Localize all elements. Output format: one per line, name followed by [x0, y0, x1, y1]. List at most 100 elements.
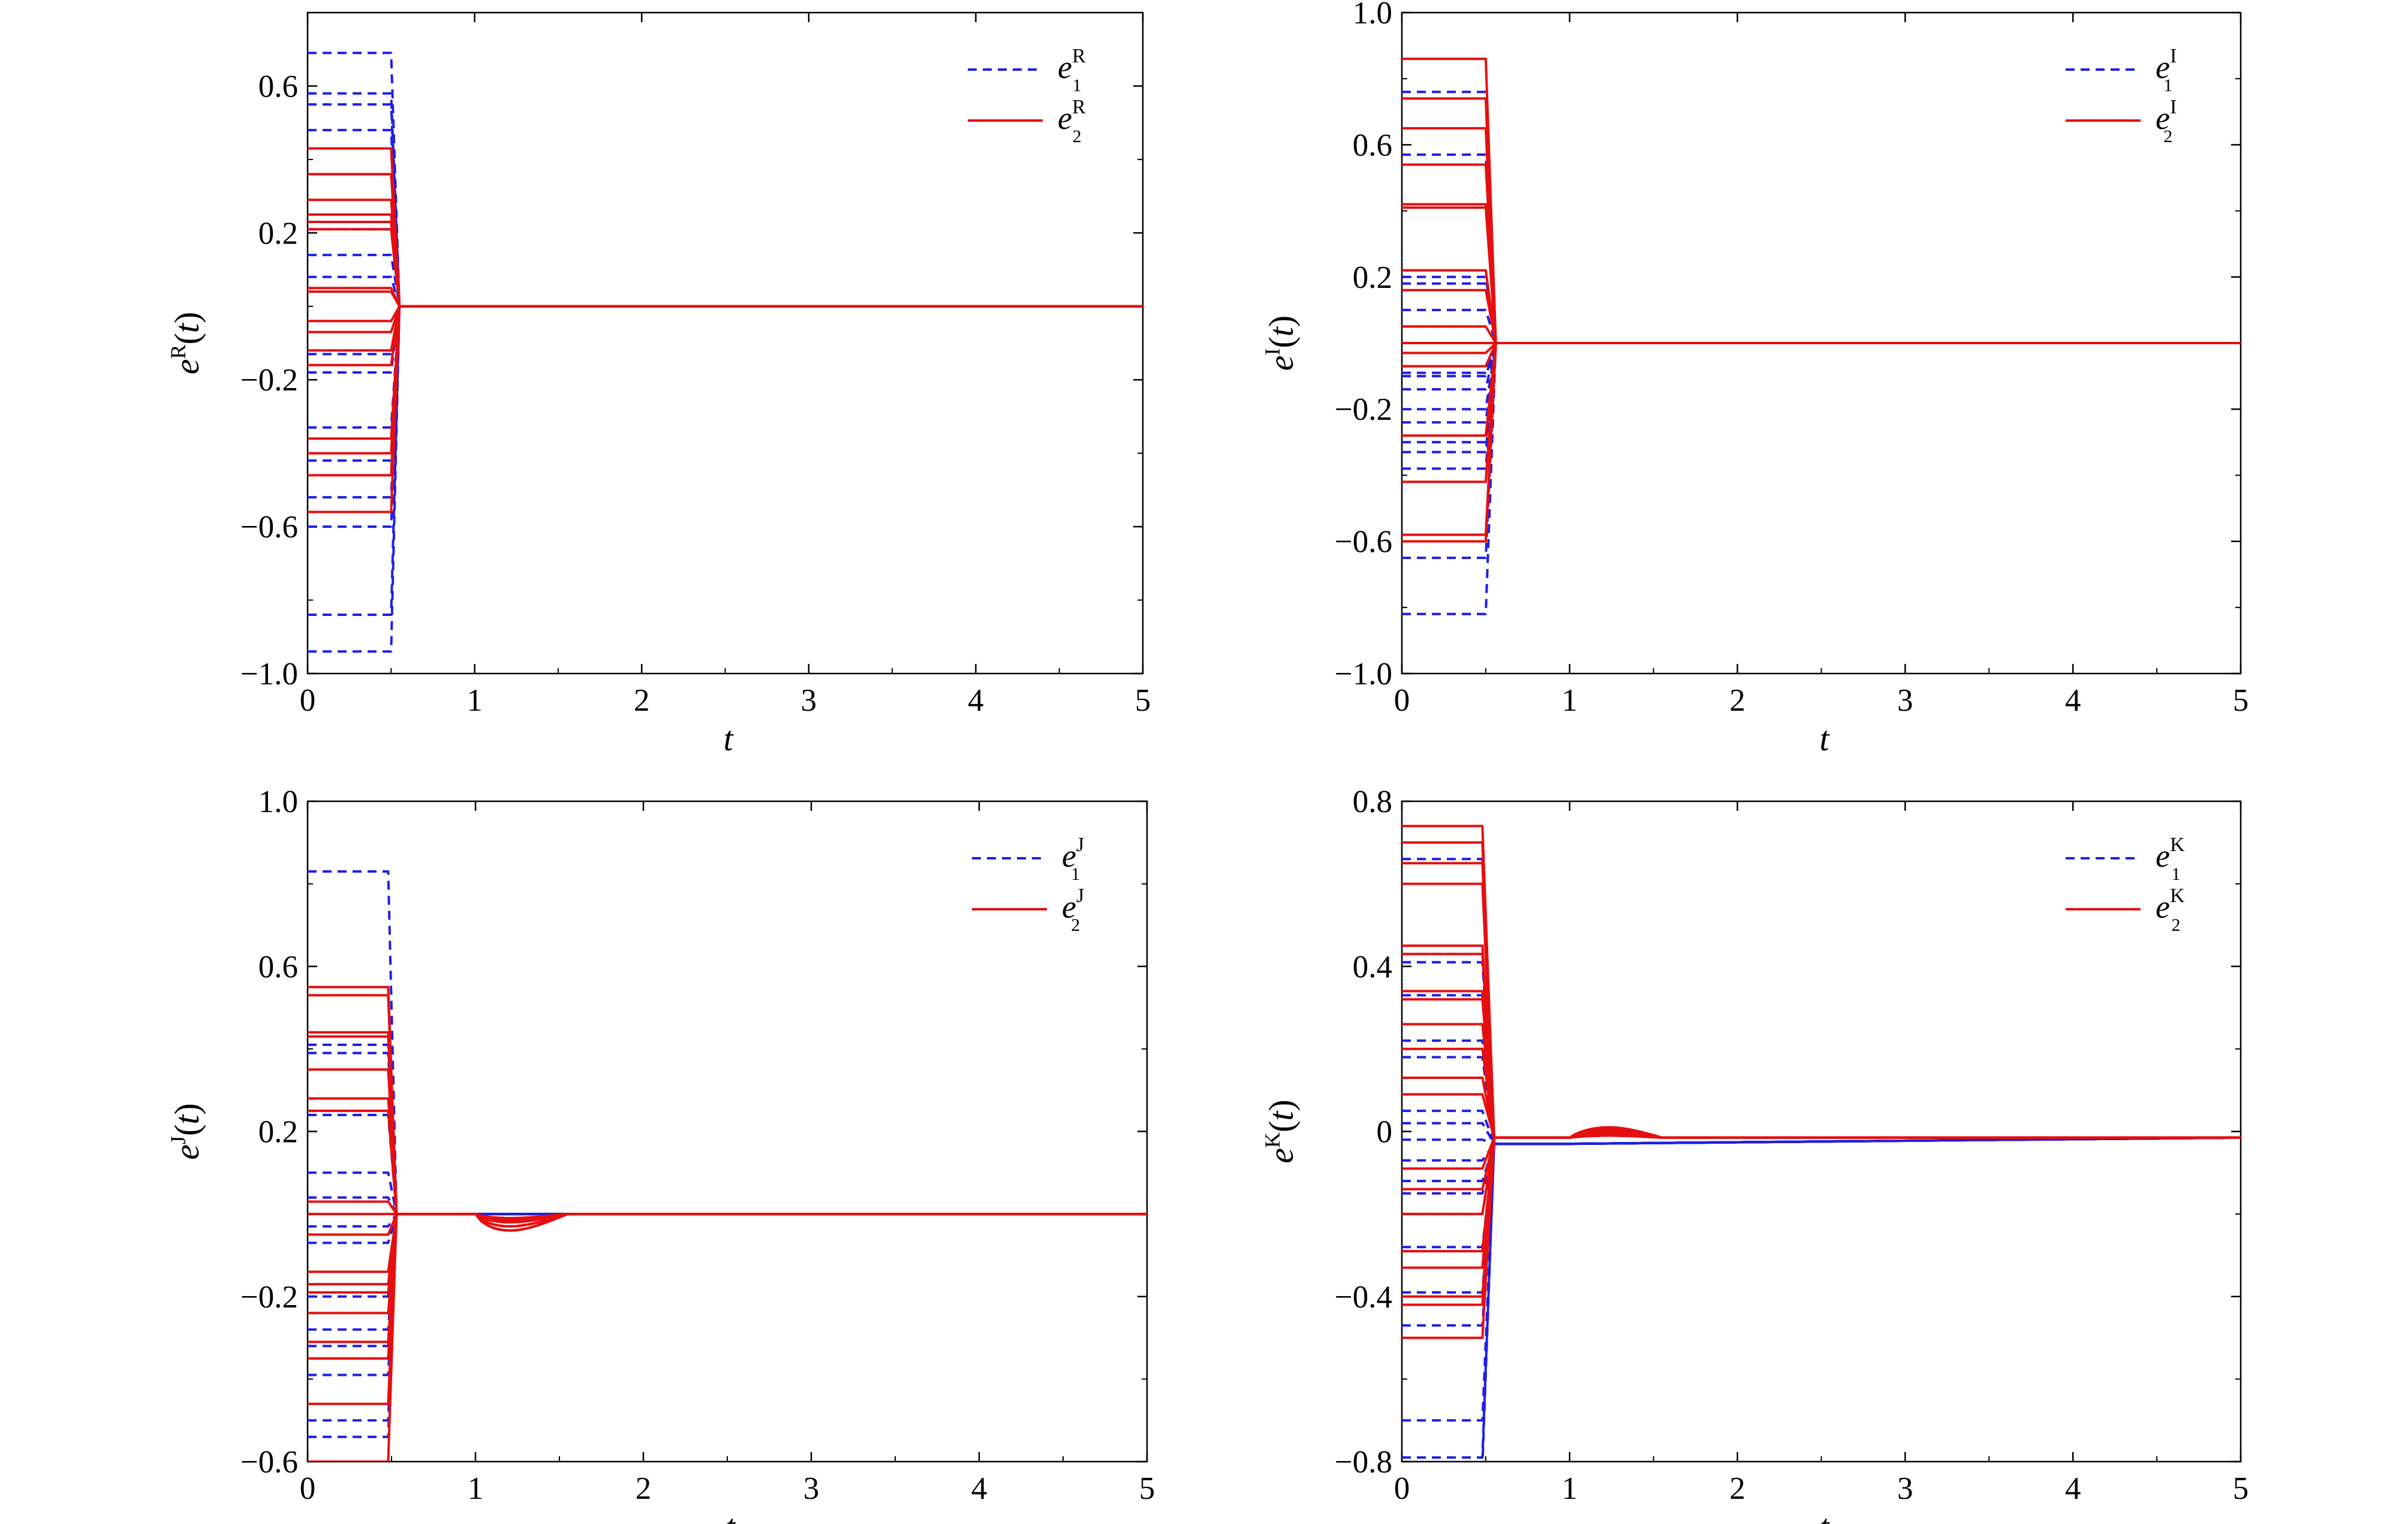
series-line-e2R — [308, 147, 1143, 308]
series-line-e1I — [1402, 325, 2241, 344]
x-tick-label: 5 — [2233, 683, 2249, 718]
series-line-e1J — [308, 1044, 1147, 1216]
series-line-e2J — [308, 1200, 1147, 1224]
series-line-e2R — [308, 213, 1143, 308]
x-tick-label: 1 — [1562, 683, 1578, 718]
series-line-e1I — [1402, 282, 2241, 344]
series-group — [1402, 825, 2241, 1462]
legend-label: eK 1 — [2156, 834, 2185, 884]
x-tick-label: 1 — [468, 1471, 484, 1506]
series-line-e2I — [1402, 206, 2241, 344]
series-line-e1J — [308, 1051, 1147, 1216]
series-line-e2J — [308, 1213, 1147, 1315]
legend-label: eI 1 — [2156, 45, 2177, 95]
series-group — [308, 52, 1143, 653]
series-line-e2R — [308, 305, 1143, 333]
x-tick-label: 4 — [971, 1471, 988, 1506]
series-group — [1402, 58, 2241, 615]
series-line-e2K — [1402, 1126, 2241, 1253]
series-line-e2R — [308, 305, 1143, 323]
series-line-e1K — [1402, 1136, 2241, 1195]
series-line-e2K — [1402, 990, 2241, 1139]
series-line-e1K — [1481, 1136, 2241, 1462]
x-tick-label: 2 — [636, 1471, 652, 1506]
series-line-e1R — [308, 305, 1143, 616]
series-line-e1I — [1402, 342, 2241, 424]
series-line-e2J — [308, 1097, 1147, 1232]
series-line-e1K — [1402, 858, 2241, 1146]
series-line-e2K — [1402, 862, 2241, 1139]
y-tick-label: 0.6 — [258, 949, 298, 984]
panel-top-right: 0 1 2 3 4 5 −1.0 −0.6 −0.2 0.2 0.6 1.0 t eI(t) eI 1eI 2 — [1260, 0, 2249, 758]
series-line-e2J — [308, 1213, 1147, 1343]
series-line-e2K — [1402, 825, 2241, 1139]
series-line-e2J — [308, 985, 1147, 1232]
series-line-e2K — [1402, 1077, 2241, 1139]
y-axis-label: eK(t) — [1260, 1099, 1301, 1164]
series-line-e1I — [1402, 342, 2241, 391]
series-line-e1R — [308, 92, 1143, 308]
series-line-e2J — [308, 1213, 1147, 1294]
series-line-e1I — [1402, 342, 2241, 560]
series-line-e2J — [308, 1213, 1147, 1236]
y-tick-label: −1.0 — [1335, 657, 1392, 692]
x-tick-label: 4 — [2065, 1471, 2081, 1506]
series-line-e2J — [308, 994, 1147, 1228]
x-tick-label: 3 — [801, 683, 817, 718]
series-line-e2J — [308, 1213, 1147, 1405]
series-line-e2K — [1402, 1093, 2241, 1139]
series-line-e1J — [308, 1213, 1147, 1228]
series-line-e1I — [1402, 342, 2241, 374]
series-line-e2I — [1402, 163, 2241, 344]
x-tick-label: 2 — [1729, 1471, 1745, 1506]
series-line-e1R — [308, 305, 1143, 528]
series-line-e1I — [1402, 342, 2241, 470]
series-line-e1I — [1402, 342, 2241, 444]
x-tick-label: 2 — [1729, 683, 1745, 718]
series-line-e2R — [308, 305, 1143, 455]
legend-label: eJ 2 — [1062, 885, 1084, 935]
series-line-e1J — [308, 1213, 1147, 1422]
series-line-e2I — [1402, 127, 2241, 344]
series-line-e1I — [1402, 342, 2241, 411]
series-line-e2K — [1402, 1023, 2241, 1139]
y-axis-label: eR(t) — [166, 312, 206, 375]
series-line-e1J — [308, 1114, 1147, 1216]
series-line-e1K — [1402, 1136, 2241, 1249]
series-line-e1R — [308, 128, 1143, 308]
series-line-e1K — [1402, 1136, 2241, 1162]
series-line-e1K — [1402, 1136, 2241, 1327]
y-tick-label: −0.8 — [1335, 1445, 1392, 1480]
y-tick-label: 0.2 — [258, 216, 298, 251]
x-tick-label: 0 — [300, 683, 316, 718]
x-tick-label: 4 — [2065, 683, 2081, 718]
series-line-e1K — [1402, 1136, 2241, 1294]
series-line-e1J — [308, 1213, 1147, 1273]
series-line-e2J — [308, 1031, 1147, 1224]
series-line-e1R — [308, 305, 1143, 374]
series-line-e1K — [1402, 1136, 2241, 1459]
series-line-e2K — [1402, 1128, 2241, 1269]
y-tick-label: −0.6 — [240, 510, 298, 545]
series-line-e2R — [308, 305, 1143, 513]
x-tick-label: 5 — [2233, 1471, 2249, 1506]
legend-label: eK 2 — [2156, 885, 2185, 935]
series-line-e1I — [1402, 275, 2241, 344]
series-line-e1J — [308, 1213, 1147, 1331]
legend-label: eI 2 — [2156, 96, 2177, 146]
series-line-e1J — [308, 1213, 1147, 1298]
y-tick-label: 0 — [1377, 1115, 1393, 1150]
x-axis-label: t — [723, 719, 734, 758]
y-axis-label: eJ(t) — [166, 1103, 206, 1160]
series-line-e2J — [308, 1068, 1147, 1219]
y-tick-label: −0.6 — [1335, 525, 1392, 560]
y-tick-label: 0.2 — [258, 1115, 298, 1150]
y-axis-label: eI(t) — [1260, 315, 1301, 371]
series-line-e1R — [308, 305, 1143, 429]
series-line-e2I — [1402, 269, 2241, 344]
x-tick-label: 0 — [1394, 1471, 1410, 1506]
series-line-e2J — [308, 1035, 1147, 1222]
series-line-e1J — [308, 1213, 1147, 1245]
y-tick-label: 0.6 — [258, 69, 298, 104]
